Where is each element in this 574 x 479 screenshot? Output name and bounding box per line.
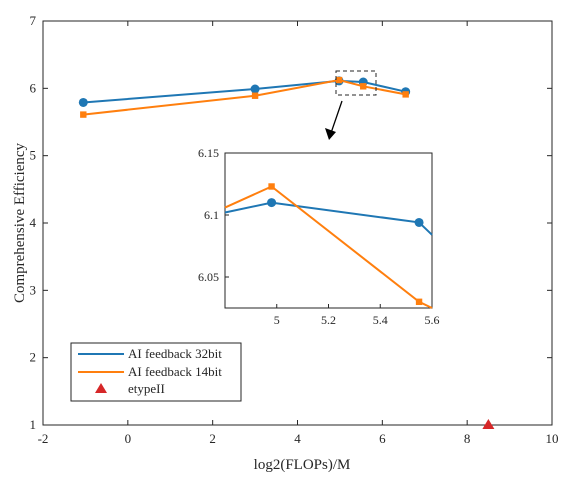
zoom-region-box bbox=[335, 70, 377, 96]
main-point-square bbox=[80, 111, 87, 118]
legend-label-14bit: AI feedback 14bit bbox=[128, 364, 222, 379]
main-x-tick-label: 8 bbox=[464, 431, 471, 446]
main-series-layer bbox=[78, 76, 495, 429]
inset-y-tick-label: 6.05 bbox=[198, 270, 219, 284]
y-axis-title: Comprehensive Efficiency bbox=[12, 142, 28, 303]
inset-y-tick-label: 6.15 bbox=[198, 146, 219, 160]
main-series-line-1 bbox=[83, 79, 406, 116]
main-y-tick-label: 6 bbox=[30, 80, 37, 95]
main-point-square bbox=[251, 92, 259, 99]
main-y-tick-label: 5 bbox=[30, 148, 37, 163]
main-y-tick-label: 3 bbox=[30, 282, 37, 297]
inset-x-ticks: 5 5.2 5.4 5.6 bbox=[274, 304, 440, 327]
inset-x-tick-label: 5.2 bbox=[321, 313, 336, 327]
legend-swatch-etypeii bbox=[95, 383, 107, 393]
main-x-tick-label: -2 bbox=[38, 431, 49, 446]
inset-point-square bbox=[415, 298, 423, 305]
main-point-triangle bbox=[482, 419, 495, 429]
main-x-tick-label: 4 bbox=[294, 431, 301, 446]
inset-y-ticks: 6.05 6.1 6.15 bbox=[198, 146, 229, 284]
main-x-tick-label: 2 bbox=[209, 431, 216, 446]
inset-point-circle bbox=[267, 198, 277, 208]
main-point-square bbox=[402, 91, 409, 98]
main-y-tick-label: 2 bbox=[30, 350, 37, 365]
inset-series-line-0 bbox=[224, 201, 433, 236]
main-point-square bbox=[335, 76, 343, 84]
inset-x-tick-label: 5.4 bbox=[373, 313, 388, 327]
main-y-tick-label: 4 bbox=[30, 215, 37, 230]
main-x-tick-label: 6 bbox=[379, 431, 386, 446]
main-x-tick-label: 0 bbox=[125, 431, 132, 446]
inset-series-layer bbox=[224, 183, 433, 309]
inset-point-circle bbox=[414, 217, 424, 227]
main-point-circle bbox=[78, 97, 88, 107]
inset-series-line-1 bbox=[224, 185, 433, 309]
main-x-ticks: -2 0 2 4 6 8 10 bbox=[38, 21, 559, 446]
inset-x-tick-label: 5.6 bbox=[425, 313, 440, 327]
inset-x-tick-label: 5 bbox=[274, 313, 280, 327]
zoom-arrow-head bbox=[325, 128, 336, 140]
x-axis-title: log2(FLOPs)/M bbox=[254, 457, 351, 473]
inset-y-tick-label: 6.1 bbox=[204, 208, 219, 222]
main-y-ticks: 1 2 3 4 5 6 7 bbox=[30, 13, 552, 432]
legend-label-etypeii: etypeII bbox=[128, 381, 165, 396]
main-y-tick-label: 1 bbox=[30, 417, 37, 432]
main-x-tick-label: 10 bbox=[546, 431, 559, 446]
inset-point-square bbox=[268, 183, 275, 190]
legend-label-32bit: AI feedback 32bit bbox=[128, 346, 222, 361]
main-y-tick-label: 7 bbox=[30, 13, 37, 28]
main-point-square bbox=[360, 83, 367, 90]
zoom-arrow-line bbox=[330, 100, 343, 134]
legend: AI feedback 32bit AI feedback 14bit etyp… bbox=[70, 342, 242, 402]
main-point-circle bbox=[250, 84, 260, 94]
